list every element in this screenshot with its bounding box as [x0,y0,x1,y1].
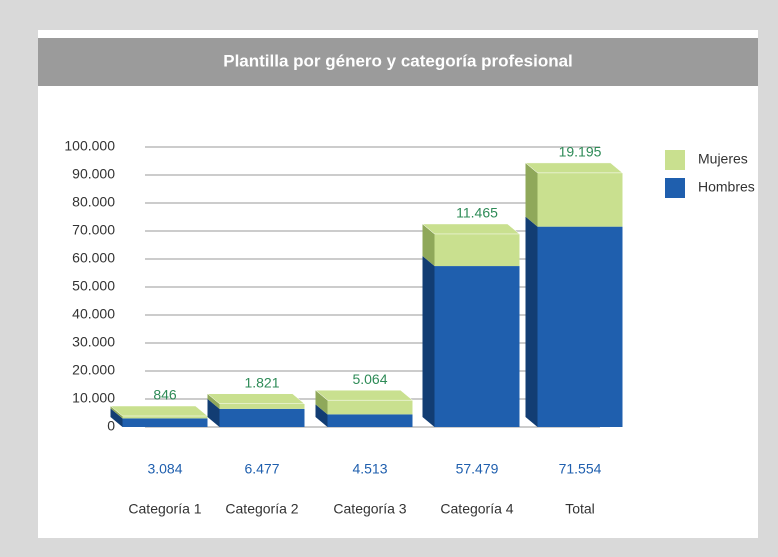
bar-side [525,162,538,227]
y-tick-label: 90.000 [72,166,115,182]
bar-side [422,256,435,427]
x-tick-label: Total [565,501,595,517]
chart-title: Plantilla por género y categoría profesi… [223,51,573,70]
bar [434,266,520,427]
bar-side [315,390,328,415]
bar-top [206,393,306,405]
bar [219,403,305,409]
y-tick-label: 10.000 [72,390,115,406]
y-tick-label: 40.000 [72,306,115,322]
value-label: 5.064 [352,371,387,387]
bar [327,400,413,415]
y-tick-label: 60.000 [72,250,115,266]
bar-side [110,405,123,419]
value-label: 57.479 [456,461,499,477]
y-tick-label: 0 [107,418,115,434]
y-tick-label: 80.000 [72,194,115,210]
value-label: 846 [153,387,177,403]
bar [537,172,623,227]
y-tick-label: 50.000 [72,278,115,294]
y-tick-label: 70.000 [72,222,115,238]
bar-side [207,398,220,427]
x-tick-label: Categoría 4 [440,501,513,517]
y-tick-label: 30.000 [72,334,115,350]
bar-side [315,404,328,427]
bar-top [421,223,521,235]
bar [122,418,208,427]
bar-side [110,408,123,427]
title-bar [38,38,758,86]
bar-side [207,393,220,409]
bar [219,408,305,427]
bar-side [525,216,538,427]
x-tick-label: Categoría 2 [225,501,298,517]
bar-top [524,162,624,174]
bar [122,415,208,419]
bar [537,226,623,427]
y-tick-label: 100.000 [64,138,115,154]
value-label: 71.554 [559,461,602,477]
value-label: 6.477 [244,461,279,477]
bar [327,414,413,427]
bar-top [109,405,209,417]
legend-swatch [665,150,685,170]
value-label: 4.513 [352,461,387,477]
value-label: 1.821 [244,374,279,390]
legend-label: Mujeres [698,151,748,167]
panel [38,30,758,538]
bar [434,233,520,267]
x-tick-label: Categoría 3 [333,501,406,517]
value-label: 11.465 [456,205,498,221]
legend-label: Hombres [698,179,755,195]
bar-top [314,389,414,401]
y-tick-label: 20.000 [72,362,115,378]
value-label: 19.195 [559,144,602,160]
bar-side [422,223,435,267]
value-label: 3.084 [147,461,182,477]
legend-swatch [665,178,685,198]
x-tick-label: Categoría 1 [128,501,201,517]
